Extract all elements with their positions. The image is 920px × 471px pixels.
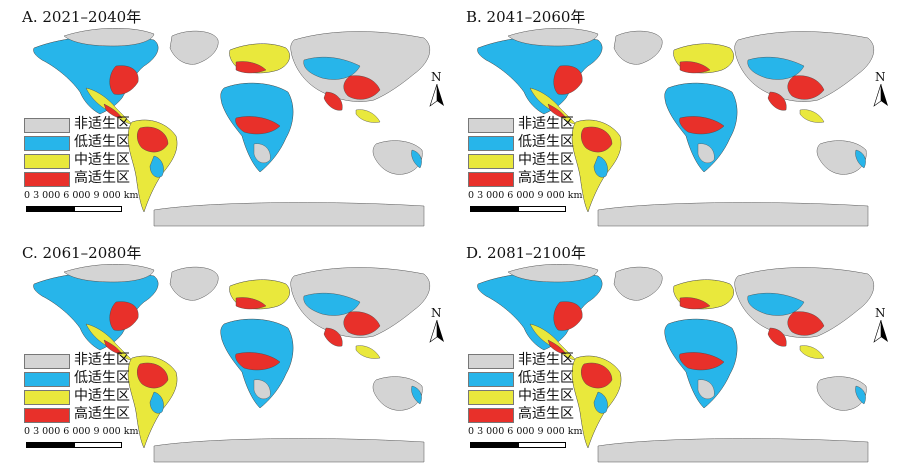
legend-swatch [24, 154, 70, 169]
legend-label: 非适生区 [74, 116, 130, 132]
legend-label: 中适生区 [518, 388, 574, 404]
map-panel-2021-2040: A. 2021–2040年 非适生区 低适生区 中适生区 高适生区 0 3 00… [4, 4, 444, 230]
legend-swatch [24, 390, 70, 405]
north-arrow: N [429, 306, 445, 344]
legend-swatch [468, 118, 514, 133]
north-arrow-label: N [431, 70, 442, 84]
legend-label: 高适生区 [74, 170, 130, 186]
scale-bar-black [26, 442, 74, 448]
scale-bar-label: 0 3 000 6 000 9 000 km [24, 190, 139, 201]
legend-label: 非适生区 [74, 352, 130, 368]
legend-label: 高适生区 [518, 406, 574, 422]
scale-bar: 0 3 000 6 000 9 000 km [24, 426, 174, 456]
legend-swatch [24, 354, 70, 369]
north-arrow: N [873, 306, 889, 344]
legend-swatch [24, 136, 70, 151]
legend-label: 低适生区 [518, 370, 574, 386]
legend-swatch [468, 172, 514, 187]
scale-bar-white [74, 206, 122, 212]
legend-swatch [24, 408, 70, 423]
map-panel-2081-2100: D. 2081–2100年 非适生区 低适生区 中适生区 高适生区 0 3 00… [448, 240, 888, 466]
north-arrow-icon [873, 320, 888, 343]
north-arrow-icon [429, 84, 444, 107]
north-arrow: N [873, 70, 889, 108]
legend-label: 非适生区 [518, 116, 574, 132]
legend-label: 中适生区 [518, 152, 574, 168]
scale-bar: 0 3 000 6 000 9 000 km [468, 190, 618, 220]
scale-bar-label: 0 3 000 6 000 9 000 km [468, 190, 583, 201]
panel-title: D. 2081–2100年 [466, 244, 586, 262]
scale-bar-black [26, 206, 74, 212]
scale-bar: 0 3 000 6 000 9 000 km [468, 426, 618, 456]
map-panel-2041-2060: B. 2041–2060年 非适生区 低适生区 中适生区 高适生区 0 3 00… [448, 4, 888, 230]
map-panel-2061-2080: C. 2061–2080年 非适生区 低适生区 中适生区 高适生区 0 3 00… [4, 240, 444, 466]
scale-bar-label: 0 3 000 6 000 9 000 km [468, 426, 583, 437]
legend-swatch [24, 172, 70, 187]
legend-label: 高适生区 [518, 170, 574, 186]
scale-bar: 0 3 000 6 000 9 000 km [24, 190, 174, 220]
legend-swatch [468, 372, 514, 387]
legend-label: 非适生区 [518, 352, 574, 368]
legend-swatch [24, 372, 70, 387]
legend-label: 中适生区 [74, 152, 130, 168]
north-arrow-icon [429, 320, 444, 343]
panel-title: A. 2021–2040年 [22, 8, 142, 26]
north-arrow-icon [873, 84, 888, 107]
panel-title: C. 2061–2080年 [22, 244, 142, 262]
panel-title: B. 2041–2060年 [466, 8, 586, 26]
legend-label: 低适生区 [74, 370, 130, 386]
scale-bar-white [518, 442, 566, 448]
legend-swatch [468, 390, 514, 405]
north-arrow-label: N [875, 70, 886, 84]
scale-bar-black [470, 442, 518, 448]
north-arrow-label: N [431, 306, 442, 320]
legend-label: 低适生区 [74, 134, 130, 150]
legend-label: 高适生区 [74, 406, 130, 422]
scale-bar-label: 0 3 000 6 000 9 000 km [24, 426, 139, 437]
scale-bar-white [518, 206, 566, 212]
legend-label: 中适生区 [74, 388, 130, 404]
legend-swatch [468, 408, 514, 423]
legend-swatch [468, 154, 514, 169]
legend-swatch [468, 354, 514, 369]
legend-swatch [468, 136, 514, 151]
legend-label: 低适生区 [518, 134, 574, 150]
north-arrow: N [429, 70, 445, 108]
scale-bar-white [74, 442, 122, 448]
legend-swatch [24, 118, 70, 133]
scale-bar-black [470, 206, 518, 212]
north-arrow-label: N [875, 306, 886, 320]
